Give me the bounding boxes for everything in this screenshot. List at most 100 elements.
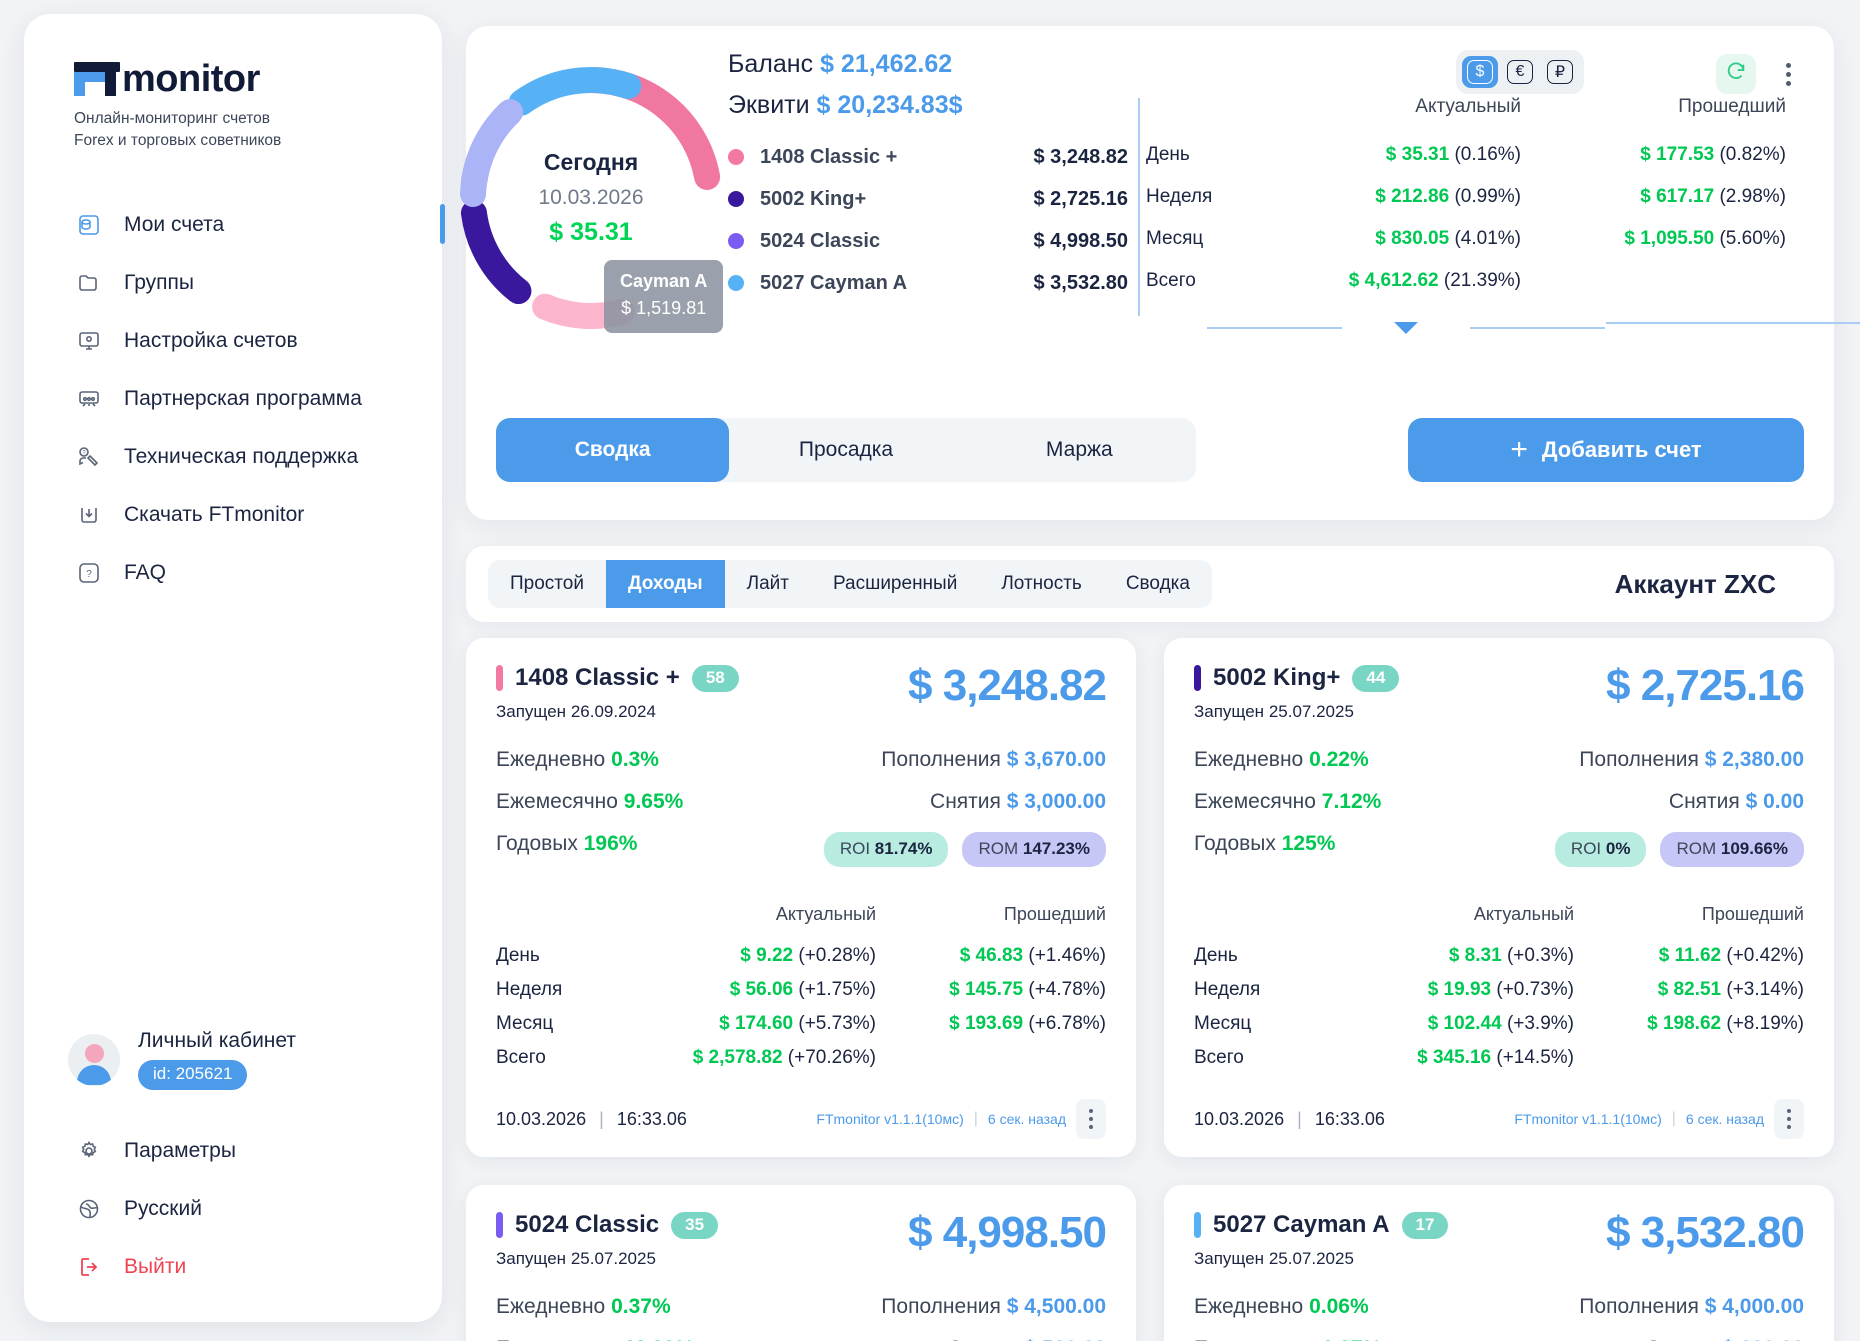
card-header: 5027 Cayman A 17 Запущен 25.07.2025 $ 3,… — [1194, 1211, 1805, 1269]
card-withdrawals: Снятия $ 600.00 — [1499, 1337, 1804, 1341]
account-card[interactable]: 5024 Classic 35 Запущен 25.07.2025 $ 4,9… — [466, 1185, 1136, 1341]
chevron-down-icon[interactable] — [1394, 322, 1418, 334]
logout-icon — [76, 1254, 102, 1280]
account-id-badge: id: 205621 — [138, 1060, 248, 1090]
sidebar-item-my-accounts[interactable]: Мои счета — [24, 196, 445, 254]
gear-icon — [76, 1138, 102, 1164]
segment-margin[interactable]: Маржа — [1045, 438, 1113, 461]
ruble-icon: ₽ — [1547, 60, 1573, 84]
sidebar-item-partner-program[interactable]: Партнерская программа — [24, 370, 442, 428]
card-header: 1408 Classic + 58 Запущен 26.09.2024 $ 3… — [496, 661, 1107, 722]
account-card[interactable]: 1408 Classic + 58 Запущен 26.09.2024 $ 3… — [466, 638, 1136, 1157]
card-stats-row: Неделя $ 19.93 (+0.73%) $ 82.51 (+3.14%) — [1194, 979, 1804, 1000]
currency-usd-button[interactable]: $ — [1462, 56, 1498, 88]
sidebar-item-account-setup[interactable]: Настройка счетов — [24, 312, 442, 370]
card-header: 5024 Classic 35 Запущен 25.07.2025 $ 4,9… — [496, 1208, 1107, 1269]
tab-lait[interactable]: Лайт — [746, 573, 789, 594]
accounts-icon — [76, 212, 102, 238]
card-deposits: Пополнения $ 4,000.00 — [1579, 1295, 1804, 1318]
card-stats-header: Актуальный Прошедший — [1194, 904, 1804, 939]
legend-color-dot — [728, 233, 744, 249]
card-deposits: Пополнения $ 2,380.00 — [1579, 748, 1804, 771]
legend-item[interactable]: 5002 King+ $ 2,725.16 — [728, 178, 1128, 220]
legend-item[interactable]: 5027 Cayman A $ 3,532.80 — [728, 262, 1128, 304]
account-card[interactable]: 5027 Cayman A 17 Запущен 25.07.2025 $ 3,… — [1164, 1185, 1834, 1341]
sidebar-item-logout[interactable]: Выйти — [24, 1238, 442, 1296]
add-account-button[interactable]: + Добавить счет — [1408, 418, 1804, 482]
logo[interactable]: monitor Онлайн-мониторинг счетов Forex и… — [24, 48, 442, 152]
sidebar-spacer — [24, 602, 442, 1019]
segment-drawdown[interactable]: Просадка — [798, 438, 894, 461]
kebab-dot — [1785, 71, 1791, 77]
stats-past-pct: (5.60%) — [1719, 228, 1786, 249]
sidebar-item-language[interactable]: Русский — [24, 1180, 442, 1238]
card-amount: $ 2,725.16 — [1606, 661, 1805, 710]
card-body: Ежедневно 0.06% Ежемесячно 1.97% Годовых… — [1194, 1295, 1804, 1341]
sidebar-account[interactable]: Личный кабинет id: 205621 — [24, 1019, 442, 1100]
card-stats-row: Всего $ 2,578.82 (+70.26%) — [496, 1047, 876, 1068]
summary-more-button[interactable] — [1774, 54, 1802, 94]
divider-left — [1207, 327, 1342, 329]
sidebar-item-support[interactable]: ? Техническая поддержка — [24, 428, 442, 486]
sidebar-item-label: Мои счета — [124, 213, 225, 236]
sidebar-item-label: FAQ — [124, 561, 167, 584]
card-title: 5002 King+ — [1213, 664, 1341, 691]
tab-dohody[interactable]: Доходы — [605, 560, 725, 608]
sidebar-item-download[interactable]: Скачать FTmonitor — [24, 486, 442, 544]
card-monthly: Ежемесячно 9.65% — [496, 790, 684, 813]
sidebar-item-faq[interactable]: ? FAQ — [24, 544, 442, 602]
card-col-actual: Актуальный — [775, 904, 876, 924]
card-badge: 35 — [671, 1211, 719, 1239]
legend-item[interactable]: 5024 Classic $ 4,998.50 — [728, 220, 1128, 262]
donut-chart[interactable]: Сегодня 10.03.2026 $ 35.31 Cayman A $ 1,… — [426, 38, 756, 358]
account-name: Личный кабинет — [138, 1029, 296, 1052]
account-card[interactable]: 5002 King+ 44 Запущен 25.07.2025 $ 2,725… — [1164, 638, 1834, 1157]
legend-color-dot — [728, 149, 744, 165]
donut-title: Сегодня — [543, 149, 639, 175]
stats-row: Неделя $ 212.86 (0.99%) $ 617.17 (2.98%) — [1146, 176, 1796, 218]
refresh-button[interactable] — [1716, 54, 1756, 94]
card-daily: Ежедневно 0.06% — [1194, 1295, 1369, 1318]
card-footer: 10.03.2026 | 16:33.06 FTmonitor v1.1.1(1… — [1194, 1099, 1804, 1139]
legend-label: 1408 Classic + — [760, 145, 898, 168]
sidebar-item-label: Партнерская программа — [124, 387, 362, 410]
sidebar-item-groups[interactable]: Группы — [24, 254, 442, 312]
card-more-button[interactable] — [1076, 1099, 1106, 1139]
sidebar-item-label: Настройка счетов — [124, 329, 298, 352]
tab-lotnost[interactable]: Лотность — [1001, 573, 1082, 594]
stats-past-pct: (0.82%) — [1719, 144, 1786, 165]
segment-summary[interactable]: Сводка — [496, 418, 730, 482]
sidebar-item-settings[interactable]: Параметры — [24, 1122, 442, 1180]
legend-label: 5027 Cayman A — [760, 271, 908, 294]
card-amount: $ 3,248.82 — [908, 661, 1107, 710]
card-footer-divider: | — [973, 1110, 978, 1127]
summary-panel: Сегодня 10.03.2026 $ 35.31 Cayman A $ 1,… — [460, 26, 1860, 520]
card-started: Запущен 26.09.2024 — [496, 702, 656, 721]
card-more-button[interactable] — [1774, 1099, 1804, 1139]
card-version: FTmonitor v1.1.1(10мс) — [1514, 1111, 1662, 1127]
tab-rasshirennyy[interactable]: Расширенный — [832, 573, 958, 594]
tab-prostoy[interactable]: Простой — [510, 573, 584, 594]
legend-item[interactable]: 1408 Classic + $ 3,248.82 — [728, 136, 1128, 178]
card-col-actual: Актуальный — [1473, 904, 1574, 924]
donut-tooltip: Cayman A $ 1,519.81 — [604, 260, 724, 333]
currency-eur-button[interactable]: € — [1502, 56, 1538, 88]
legend-color-dot — [728, 275, 744, 291]
balance-label: Баланс — [728, 50, 814, 78]
sidebar: monitor Онлайн-мониторинг счетов Forex и… — [24, 14, 445, 1322]
summary-segment-bar: Сводка Просадка Маржа — [496, 418, 1196, 482]
card-withdrawals: Снятия $ 500.00 — [801, 1337, 1106, 1341]
legend-value: $ 4,998.50 — [1033, 229, 1128, 252]
legend-value: $ 3,532.80 — [1033, 271, 1128, 294]
card-amount: $ 4,998.50 — [908, 1208, 1107, 1257]
legend-label: 5024 Classic — [760, 229, 881, 252]
card-yearly: Годовых 196% — [496, 832, 638, 855]
card-stats-row: Неделя $ 56.06 (+1.75%) $ 145.75 (+4.78%… — [496, 979, 1106, 1000]
tab-svodka[interactable]: Сводка — [1125, 573, 1190, 594]
svg-text:?: ? — [86, 569, 92, 580]
balance-column: Баланс $ 21,462.62 Эквити $ 20,234.83$ 1… — [728, 50, 1128, 304]
card-monthly: Ежемесячно 11.99% — [496, 1337, 801, 1341]
stats-row-label: Всего — [1146, 270, 1196, 291]
currency-rub-button[interactable]: ₽ — [1542, 56, 1578, 88]
card-timestamp: 10.03.2026 | 16:33.06 — [1194, 1108, 1385, 1129]
